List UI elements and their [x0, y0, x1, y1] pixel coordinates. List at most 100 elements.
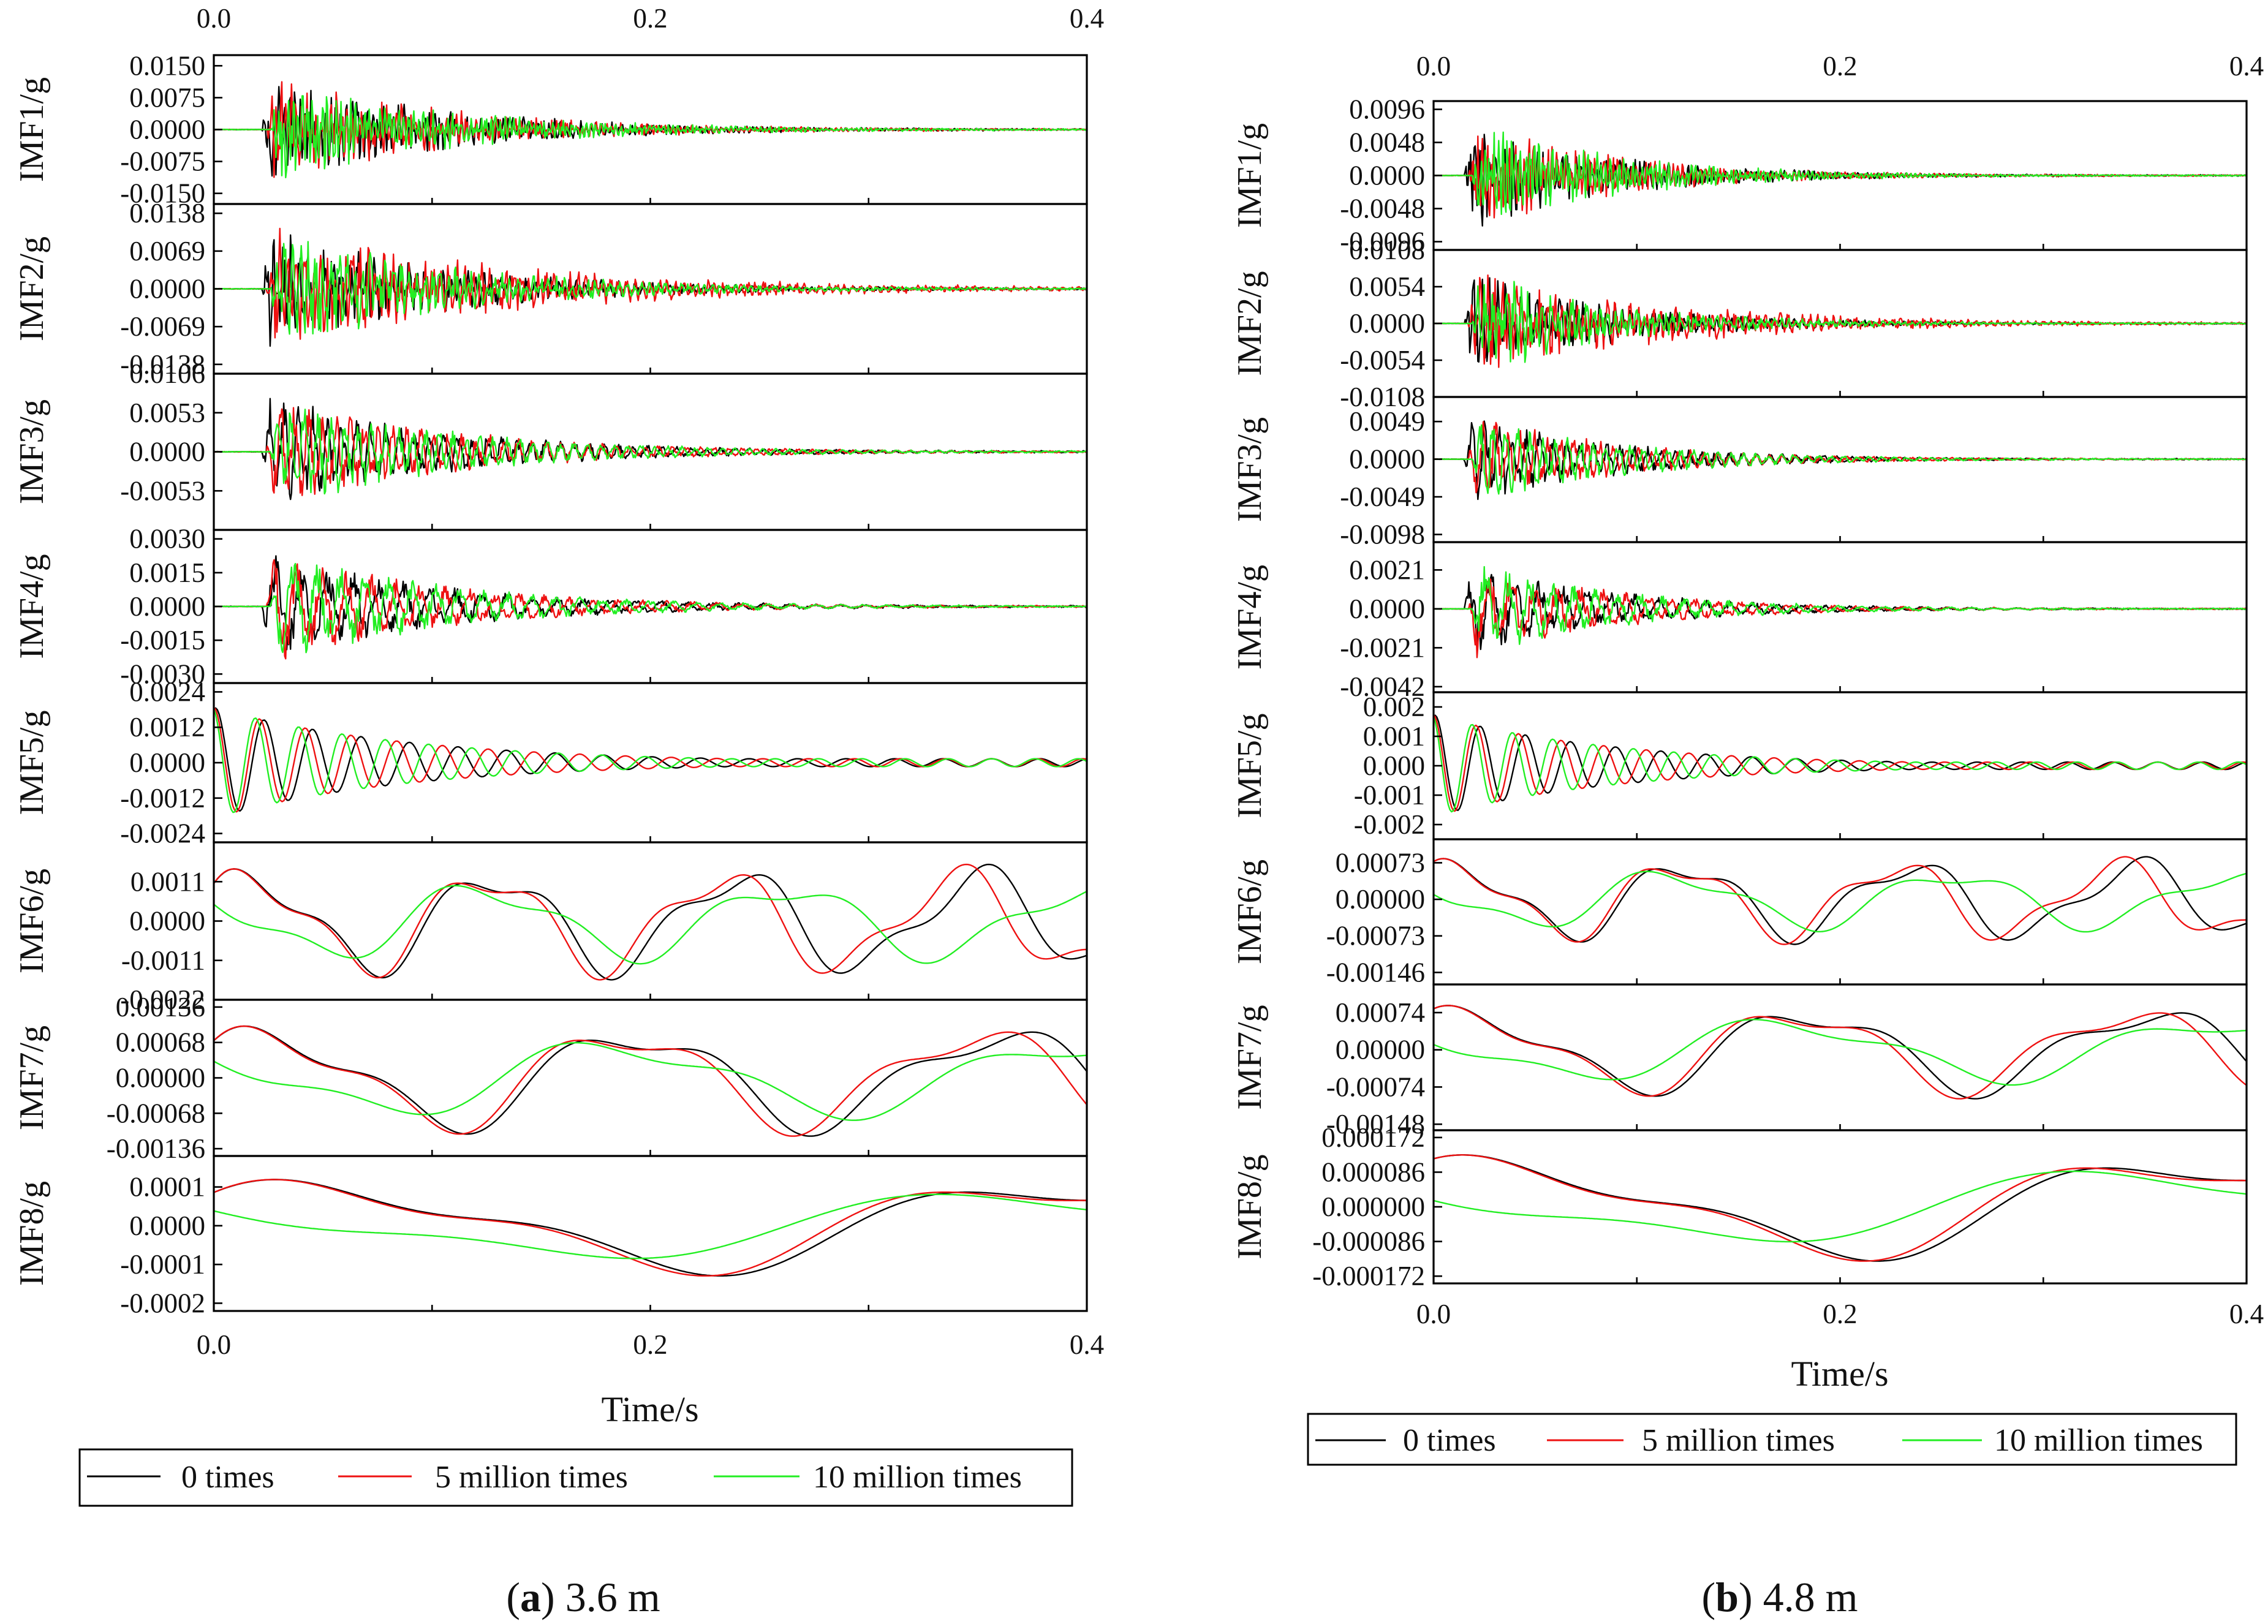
- subplot-a-imf5: 0.0024 0.0012 0.0000 -0.0012 -0.0024 IMF5/g: [13, 676, 1088, 849]
- y-tick-label-b-7-3: -0.00148: [1326, 1109, 1425, 1139]
- y-tick-label-b-2-4: -0.0108: [1340, 382, 1425, 412]
- legend-a: 0 times 5 million times 10 million times: [78, 1448, 1073, 1507]
- x-tick-bottom-b-1: 0.2: [1823, 1299, 1857, 1329]
- y-tick-label-b-1-1: 0.0048: [1349, 127, 1425, 158]
- subplot-b-imf8: 0.000172 0.000086 0.000000 -0.000086 -0.0001…: [1231, 1122, 2248, 1291]
- subplot-b-imf7: 0.00074 0.00000 -0.00074 -0.00148 IMF7/g: [1231, 983, 2248, 1139]
- y-tick-label-a-8-2: -0.0001: [120, 1249, 205, 1280]
- y-tick-label-b-4-1: 0.0000: [1349, 594, 1425, 624]
- y-tick-label-a-6-0: 0.0011: [130, 866, 205, 897]
- series-b-imf5-5-million-times: [1434, 714, 2247, 812]
- y-tick-label-b-3-1: 0.0000: [1349, 444, 1425, 475]
- y-axis-label-b-6: IMF6/g: [1231, 859, 1269, 964]
- y-tick-label-b-6-0: 0.00073: [1336, 847, 1425, 878]
- y-tick-label-a-8-0: 0.0001: [129, 1172, 205, 1203]
- y-tick-label-a-6-2: -0.0011: [121, 945, 205, 976]
- y-tick-label-a-3-2: 0.0000: [129, 437, 205, 467]
- x-tick-top-a-2: 0.4: [1070, 3, 1104, 34]
- y-tick-label-a-4-4: -0.0030: [120, 659, 205, 689]
- y-tick-label-b-3-2: -0.0049: [1340, 482, 1425, 512]
- x-axis-title-a: Time/s: [601, 1389, 698, 1429]
- y-tick-label-b-2-1: 0.0054: [1349, 271, 1425, 302]
- series-b-imf7-5-million-times: [1434, 1005, 2247, 1100]
- y-tick-label-a-3-3: -0.0053: [120, 475, 205, 506]
- y-axis-label-b-2: IMF2/g: [1231, 271, 1269, 376]
- series-b-imf3-10-million-times: [1434, 424, 2247, 495]
- caption-b-letter: b: [1715, 1574, 1739, 1620]
- series-a-imf7-5-million-times: [214, 1025, 1087, 1137]
- y-tick-label-b-8-3: -0.000086: [1312, 1226, 1425, 1257]
- series-a-imf7-10-million-times: [214, 1042, 1087, 1121]
- y-tick-label-a-2-0: 0.0138: [129, 198, 205, 228]
- y-tick-label-a-1-4: -0.0150: [120, 178, 205, 209]
- legend-a-box: [78, 1448, 1073, 1507]
- y-tick-label-b-4-3: -0.0042: [1340, 671, 1425, 702]
- y-tick-label-a-4-0: 0.0030: [129, 524, 205, 554]
- y-tick-label-a-8-3: -0.0002: [120, 1288, 205, 1318]
- y-tick-label-a-7-2: 0.00000: [116, 1063, 205, 1093]
- legend-a-label-5-million-times: 5 million times: [435, 1460, 628, 1495]
- x-tick-bottom-b-2: 0.4: [2229, 1299, 2264, 1329]
- series-a-imf8-10-million-times: [214, 1193, 1087, 1260]
- y-axis-label-b-7: IMF7/g: [1231, 1005, 1269, 1109]
- y-tick-label-b-3-3: -0.0098: [1340, 519, 1425, 550]
- subplot-a-imf2: 0.0138 0.0069 0.0000 -0.0069 -0.0138 IMF2/g: [13, 198, 1088, 380]
- panel-a: 0.00.00.20.20.40.4Time/s0.01500.00750.00…: [13, 3, 1104, 1429]
- y-tick-label-b-7-2: -0.00074: [1326, 1071, 1425, 1102]
- y-tick-label-b-8-4: -0.000172: [1312, 1261, 1425, 1291]
- y-tick-label-b-6-3: -0.00146: [1326, 957, 1425, 988]
- y-tick-label-a-4-1: 0.0015: [129, 557, 205, 588]
- series-a-imf6-10-million-times: [214, 885, 1087, 965]
- y-tick-label-a-1-0: 0.0150: [129, 50, 205, 81]
- subplot-b-imf3: 0.0049 0.0000 -0.0049 -0.0098 IMF3/g: [1231, 396, 2248, 550]
- x-tick-top-b-0: 0.0: [1416, 51, 1451, 81]
- y-tick-label-a-8-1: 0.0000: [129, 1210, 205, 1241]
- x-tick-bottom-b-0: 0.0: [1416, 1299, 1451, 1329]
- legend-a-label-10-million-times: 10 million times: [813, 1460, 1022, 1495]
- y-tick-label-a-6-3: -0.0022: [120, 984, 205, 1015]
- y-tick-label-a-7-1: 0.00068: [116, 1027, 205, 1058]
- series-a-imf5-5-million-times: [214, 707, 1087, 813]
- y-tick-label-b-5-1: 0.001: [1363, 721, 1425, 752]
- series-b-imf8-0-times: [1434, 1154, 2247, 1262]
- y-tick-label-a-5-2: 0.0000: [129, 747, 205, 778]
- series-a-imf6-0-times: [214, 863, 1087, 981]
- y-tick-label-b-2-0: 0.0108: [1349, 235, 1425, 265]
- series-a-imf8-5-million-times: [214, 1179, 1087, 1277]
- series-a-imf5-10-million-times: [214, 708, 1087, 814]
- x-tick-bottom-a-1: 0.2: [633, 1329, 667, 1360]
- caption-b-text: 4.8 m: [1763, 1574, 1858, 1620]
- y-tick-label-b-1-0: 0.0096: [1349, 94, 1425, 125]
- series-b-imf4-10-million-times: [1434, 566, 2247, 645]
- legend-b-label-5-million-times: 5 million times: [1642, 1423, 1835, 1458]
- y-tick-label-b-1-2: 0.0000: [1349, 161, 1425, 191]
- y-axis-label-a-5: IMF5/g: [13, 710, 51, 815]
- y-axis-label-a-7: IMF7/g: [13, 1025, 51, 1130]
- y-tick-label-a-4-2: 0.0000: [129, 591, 205, 622]
- subplot-a-imf6: 0.0011 0.0000 -0.0011 -0.0022 IMF6/g: [13, 841, 1088, 1015]
- y-tick-label-a-2-2: 0.0000: [129, 274, 205, 304]
- series-a-imf4-10-million-times: [214, 562, 1087, 654]
- y-tick-label-a-5-3: -0.0012: [120, 783, 205, 814]
- y-axis-label-b-5: IMF5/g: [1231, 713, 1269, 818]
- y-tick-label-b-1-4: -0.0096: [1340, 227, 1425, 257]
- y-axis-label-b-4: IMF4/g: [1231, 565, 1269, 670]
- y-tick-label-a-3-1: 0.0053: [129, 398, 205, 428]
- series-a-imf2-10-million-times: [214, 241, 1087, 335]
- series-b-imf2-10-million-times: [1434, 281, 2247, 363]
- y-axis-label-a-6: IMF6/g: [13, 869, 51, 973]
- x-tick-top-a-1: 0.2: [633, 3, 667, 34]
- x-tick-top-a-0: 0.0: [197, 3, 231, 34]
- y-tick-label-a-2-1: 0.0069: [129, 236, 205, 266]
- series-b-imf8-10-million-times: [1434, 1170, 2247, 1243]
- x-tick-top-b-1: 0.2: [1823, 51, 1857, 81]
- y-tick-label-a-3-0: 0.0106: [129, 358, 205, 389]
- legend-b: 0 times 5 million times 10 million times: [1307, 1413, 2237, 1466]
- series-b-imf7-10-million-times: [1434, 1019, 2247, 1086]
- y-tick-label-a-5-0: 0.0024: [129, 676, 205, 707]
- subplot-b-imf6: 0.00073 0.00000 -0.00073 -0.00146 IMF6/g: [1231, 838, 2248, 988]
- y-tick-label-b-4-0: 0.0021: [1349, 554, 1425, 585]
